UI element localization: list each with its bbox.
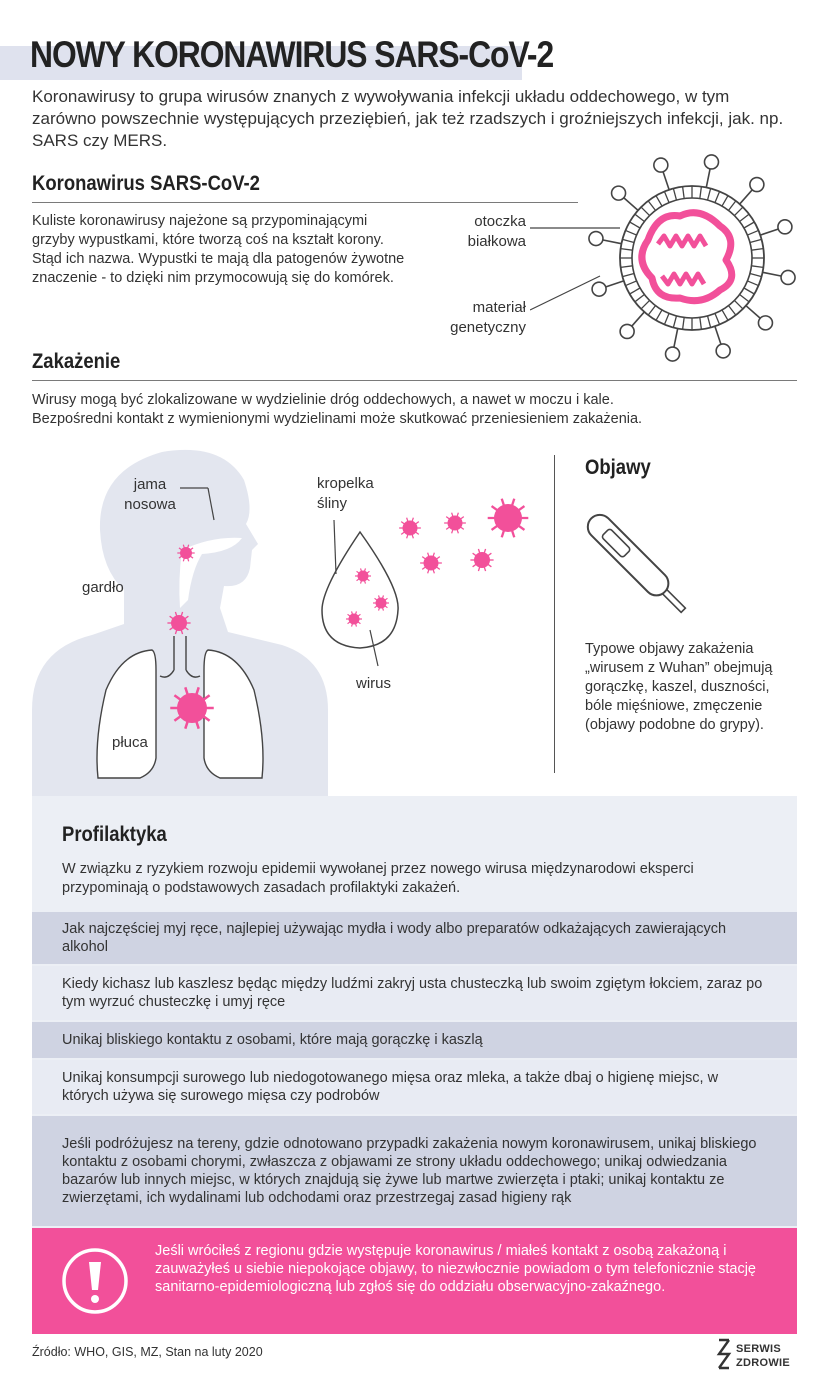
coronavirus-illustration [530, 154, 796, 362]
virus-particle-icon [355, 568, 371, 584]
infection-text-1: Wirusy mogą być zlokalizowane w wydzieli… [32, 392, 614, 408]
prevention-item-text: Jak najczęściej myj ręce, najlepiej używ… [62, 921, 727, 955]
symptoms-text: Typowe objawy zakażenia „wirusem z Wuhan… [585, 641, 773, 733]
virus-particle-icon [346, 611, 362, 627]
virus-particle-icon [444, 512, 466, 534]
lungs-label: płuca [112, 734, 148, 751]
thermometer-icon [586, 513, 687, 614]
prevention-heading: Profilaktyka [62, 823, 167, 846]
prevention-item: Kiedy kichasz lub kaszlesz będąc między … [32, 966, 797, 1020]
source-note: Źródło: WHO, GIS, MZ, Stan na luty 2020 [32, 1345, 263, 1359]
logo-mark-icon [716, 1338, 732, 1370]
infection-text-2: Bezpośredni kontakt z wymienionymi wydzi… [32, 411, 643, 427]
virus-particle-icon [167, 611, 191, 635]
prevention-item-text: Kiedy kichasz lub kaszlesz będąc między … [62, 976, 763, 1010]
symptoms-divider [554, 455, 555, 773]
prevention-intro: W związku z ryzykiem rozwoju epidemii wy… [62, 861, 694, 896]
nasal-label-line1: jama [133, 476, 167, 493]
logo-line2: ZDROWIE [736, 1357, 791, 1369]
virus-particle-icon [470, 548, 494, 572]
exclamation-icon [62, 1248, 128, 1314]
prevention-item-text: Unikaj konsumpcji surowego lub niedogoto… [62, 1070, 719, 1104]
nasal-label: jama nosowa [120, 475, 180, 515]
title-highlight [0, 46, 522, 80]
virus-particle-icon [177, 544, 195, 562]
nasal-label-line2: nosowa [124, 496, 176, 513]
alert-text: Jeśli wróciłeś z regionu gdzie występuje… [155, 1243, 756, 1295]
virus-particle-icon [487, 498, 529, 538]
prevention-item: Unikaj konsumpcji surowego lub niedogoto… [32, 1060, 797, 1114]
prevention-item: Jak najczęściej myj ręce, najlepiej używ… [32, 912, 797, 964]
droplet-label-line1: kropelka [317, 475, 374, 492]
prevention-item: Unikaj bliskiego kontaktu z osobami, któ… [32, 1022, 797, 1058]
droplet-label-line2: śliny [317, 495, 348, 512]
genetic-label-line2: genetyczny [450, 319, 526, 336]
throat-label: gardło [82, 579, 124, 596]
virus-divider [32, 202, 578, 203]
droplet-label: kropelka śliny [317, 474, 374, 514]
page-title: NOWY KORONAWIRUS SARS-CoV-2 [30, 34, 554, 75]
infection-divider [32, 380, 797, 381]
infection-heading: Zakażenie [32, 350, 121, 373]
virus-particle-icon [373, 595, 389, 611]
human-silhouette-illustration [32, 449, 328, 796]
envelope-label: otoczka białkowa [440, 212, 526, 252]
virus-text: Kuliste koronawirusy najeżone są przypom… [32, 213, 405, 286]
genetic-label: materiał genetyczny [420, 298, 526, 338]
intro-text: Koronawirusy to grupa wirusów znanych z … [32, 87, 784, 150]
genetic-label-line1: materiał [472, 299, 526, 316]
virus-particle-icon [420, 552, 442, 574]
prevention-item-text: Unikaj bliskiego kontaktu z osobami, któ… [62, 1032, 483, 1048]
virus-heading: Koronawirus SARS-CoV-2 [32, 172, 260, 195]
envelope-label-line2: białkowa [467, 233, 526, 250]
virus-particle-icon [399, 517, 421, 539]
symptoms-heading: Objawy [585, 456, 651, 479]
prevention-item: Jeśli podróżujesz na tereny, gdzie odnot… [32, 1116, 797, 1226]
logo-line1: SERWIS [736, 1343, 781, 1355]
alert-box [32, 1228, 797, 1334]
droplet-illustration [321, 498, 529, 667]
virus-label: wirus [356, 675, 392, 692]
prevention-item-text: Jeśli podróżujesz na tereny, gdzie odnot… [62, 1136, 757, 1206]
virus-particle-icon [170, 686, 214, 730]
envelope-label-line1: otoczka [474, 213, 526, 230]
